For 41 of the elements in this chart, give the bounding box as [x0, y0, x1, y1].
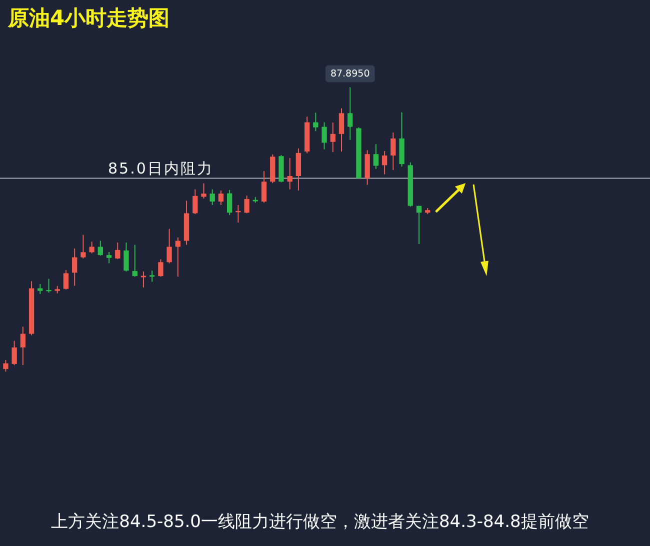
candlestick	[226, 189, 232, 216]
candlestick	[348, 86, 353, 140]
candlestick	[175, 236, 180, 278]
title: 原油4小时走势图	[8, 6, 170, 30]
candlestick	[80, 234, 86, 259]
candlestick	[322, 122, 327, 150]
candlestick	[72, 248, 78, 286]
candlestick	[115, 242, 120, 260]
candlestick	[287, 158, 292, 190]
candlestick	[132, 244, 138, 278]
candlestick	[313, 112, 318, 132]
note: 上方关注84.5-85.0一线阻力进行做空，激进者关注84.3-84.8提前做空	[51, 512, 589, 532]
candlestick	[201, 182, 206, 199]
candlestick	[296, 148, 302, 191]
candlestick	[158, 258, 164, 278]
ref-line-label: 85.0日内阻力	[108, 159, 214, 178]
candlestick	[338, 108, 344, 152]
candlestick	[98, 240, 103, 256]
candlestick	[218, 190, 224, 206]
candlestick	[382, 150, 388, 175]
annotation: 87.8950	[325, 65, 375, 82]
annotation: 87.8950	[330, 68, 370, 80]
candlestick	[330, 122, 336, 153]
candlestick	[261, 170, 267, 204]
candlestick	[244, 195, 250, 214]
candlestick	[373, 144, 379, 170]
candlestick	[192, 188, 198, 215]
ref-line: 85.0日内阻力	[0, 159, 650, 179]
candlestick	[12, 340, 17, 366]
candlestick	[106, 251, 112, 264]
candlestick	[63, 270, 69, 290]
candlestick	[390, 132, 396, 171]
candlestick	[210, 188, 215, 206]
candlestick	[416, 205, 422, 244]
candlestick	[3, 359, 8, 372]
candlestick	[20, 326, 26, 366]
candlestick	[149, 270, 155, 282]
candlestick	[124, 242, 129, 272]
candlestick	[38, 284, 43, 294]
candlestick	[89, 241, 94, 254]
candlestick	[166, 228, 172, 264]
